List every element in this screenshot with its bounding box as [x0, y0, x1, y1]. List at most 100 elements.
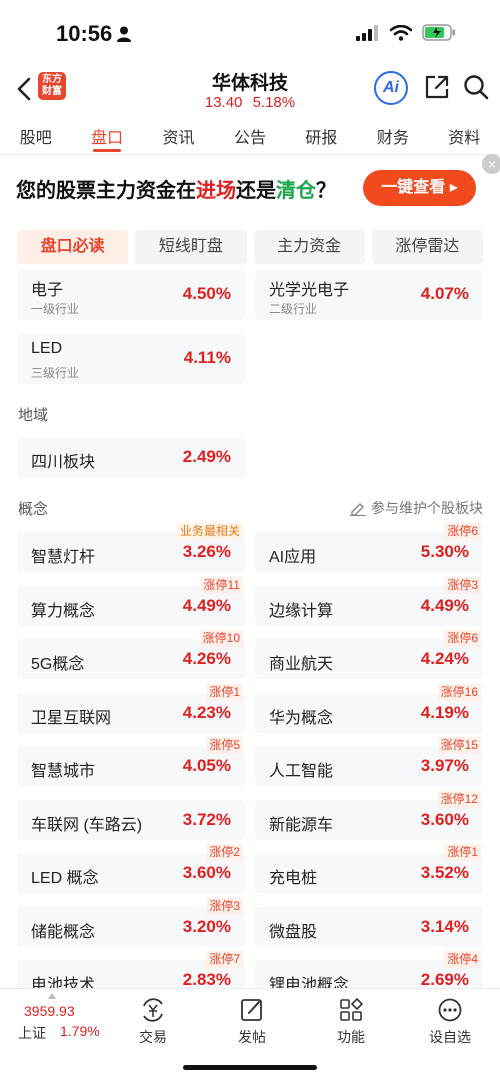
- limit-up-count-tag: 涨停6: [444, 523, 481, 540]
- region-label: 地域: [18, 407, 49, 424]
- most-relevant-tag: 业务最相关: [176, 523, 243, 540]
- concept-card[interactable]: 5G概念 4.26% 涨停10: [17, 630, 245, 679]
- industry-card[interactable]: 光学光电子 二级行业 4.07%: [255, 270, 483, 320]
- search-icon[interactable]: [463, 74, 489, 100]
- share-icon[interactable]: [424, 74, 450, 100]
- ai-button[interactable]: Ai: [374, 71, 408, 105]
- concept-label: 概念: [18, 501, 49, 518]
- concept-name: LED 概念: [31, 870, 99, 887]
- industry-card[interactable]: LED 三级行业 4.11%: [17, 334, 245, 384]
- concept-card[interactable]: 卫星互联网 4.23% 涨停1: [17, 684, 245, 733]
- limit-up-count-tag: 涨停6: [444, 630, 481, 647]
- limit-up-count-tag: 涨停15: [437, 737, 481, 754]
- concept-card[interactable]: 人工智能 3.97% 涨停15: [255, 737, 483, 786]
- region-card[interactable]: 四川板块 2.49%: [17, 438, 245, 478]
- more-dots-icon: [438, 998, 462, 1022]
- concept-change: 3.20%: [182, 917, 231, 936]
- concept-card[interactable]: 智慧灯杆 3.26% 业务最相关: [17, 523, 245, 572]
- concept-card[interactable]: 算力概念 4.49% 涨停11: [17, 577, 245, 626]
- concept-card[interactable]: LED 概念 3.60% 涨停2: [17, 844, 245, 893]
- limit-up-count-tag: 涨停2: [206, 844, 243, 861]
- concept-name: 锂电池概念: [269, 977, 350, 988]
- concept-name: 人工智能: [269, 763, 334, 780]
- maintain-sector-text: 参与维护个股板块: [371, 500, 483, 516]
- limit-up-count-tag: 涨停4: [444, 951, 481, 968]
- nav-watchlist[interactable]: 设自选: [420, 997, 480, 1047]
- industry-change: 4.50%: [182, 284, 231, 303]
- one-click-view-button[interactable]: 一键查看 ▸: [363, 170, 476, 206]
- concept-name: 充电桩: [269, 870, 318, 887]
- limit-up-count-tag: 涨停1: [444, 844, 481, 861]
- concept-card[interactable]: 微盘股 3.14%: [255, 907, 483, 947]
- industry-name: 光学光电子: [269, 282, 350, 299]
- banner-text: 您的股票主力资金在进场还是清仓？: [16, 180, 336, 202]
- nav-post[interactable]: 发帖: [222, 997, 282, 1047]
- tab-profile[interactable]: 资料: [448, 130, 481, 147]
- nav-trade[interactable]: 交易: [123, 997, 183, 1047]
- concept-card[interactable]: 新能源车 3.60% 涨停12: [255, 791, 483, 840]
- concept-card[interactable]: 智慧城市 4.05% 涨停5: [17, 737, 245, 786]
- industry-card[interactable]: 电子 一级行业 4.50%: [17, 270, 245, 320]
- concept-name: AI应用: [269, 549, 317, 566]
- concept-name: 卫星互联网: [31, 710, 112, 727]
- index-change[interactable]: 1.79%: [60, 1023, 100, 1039]
- concept-card[interactable]: 边缘计算 4.49% 涨停3: [255, 577, 483, 626]
- concept-card[interactable]: 车联网 (车路云) 3.72%: [17, 800, 245, 840]
- banner-close-icon[interactable]: ×: [482, 154, 500, 174]
- industry-change: 4.07%: [420, 284, 469, 303]
- concept-card[interactable]: 充电桩 3.52% 涨停1: [255, 844, 483, 893]
- subtab-main-funds[interactable]: 主力资金: [253, 230, 365, 264]
- concept-name: 5G概念: [31, 656, 85, 673]
- concept-change: 4.05%: [182, 756, 231, 775]
- limit-up-count-tag: 涨停12: [437, 791, 481, 808]
- concept-name: 储能概念: [31, 924, 96, 941]
- subtab-limit-up-radar[interactable]: 涨停雷达: [371, 230, 483, 264]
- index-name[interactable]: 上证: [18, 1025, 46, 1041]
- nav-functions[interactable]: 功能: [321, 997, 381, 1047]
- concept-name: 智慧城市: [31, 763, 96, 780]
- grid-functions-icon: [340, 997, 364, 1021]
- tab-pankou[interactable]: 盘口: [71, 118, 142, 154]
- concept-card[interactable]: 商业航天 4.24% 涨停6: [255, 630, 483, 679]
- subtab-short-term[interactable]: 短线盯盘: [135, 230, 247, 264]
- subtab-must-read[interactable]: 盘口必读: [17, 230, 129, 264]
- industry-level: 二级行业: [269, 302, 318, 316]
- maintain-sector-link[interactable]: 参与维护个股板块: [349, 498, 483, 518]
- status-bar: 10:56: [0, 0, 500, 62]
- nav-trade-label: 交易: [139, 1029, 167, 1045]
- tab-finance[interactable]: 财务: [376, 130, 409, 147]
- tab-guba[interactable]: 股吧: [19, 130, 52, 147]
- nav-watchlist-label: 设自选: [429, 1029, 471, 1045]
- concept-card[interactable]: 储能概念 3.20% 涨停3: [17, 898, 245, 947]
- content-scroll[interactable]: 电子 一级行业 4.50% 光学光电子 二级行业 4.07% LED 三级行业 …: [0, 270, 500, 988]
- concept-name: 微盘股: [269, 924, 318, 941]
- edit-post-icon: [241, 999, 262, 1021]
- concept-name: 算力概念: [31, 603, 96, 620]
- tab-research[interactable]: 研报: [305, 130, 338, 147]
- concept-name: 商业航天: [269, 656, 334, 673]
- stock-change-pct: 5.18%: [252, 94, 296, 111]
- index-value[interactable]: 3959.93: [24, 1003, 75, 1019]
- fund-flow-banner[interactable]: 您的股票主力资金在进场还是清仓？ 一键查看 ▸ ×: [0, 154, 500, 216]
- edit-icon: [350, 503, 366, 516]
- concept-card[interactable]: 锂电池概念 2.69% 涨停4: [255, 951, 483, 988]
- concept-name: 车联网 (车路云): [31, 817, 143, 834]
- back-arrow-icon[interactable]: [14, 76, 36, 102]
- tab-news[interactable]: 资讯: [162, 130, 195, 147]
- limit-up-count-tag: 涨停3: [444, 577, 481, 594]
- concept-change: 3.14%: [420, 917, 469, 936]
- concept-card[interactable]: 华为概念 4.19% 涨停16: [255, 684, 483, 733]
- divider: [0, 154, 500, 155]
- tab-announcements[interactable]: 公告: [233, 130, 266, 147]
- concept-change: 2.83%: [182, 970, 231, 988]
- signal-icon: [356, 24, 378, 41]
- concept-change: 5.30%: [420, 542, 469, 561]
- concept-change: 4.23%: [182, 703, 231, 722]
- concept-change: 3.97%: [420, 756, 469, 775]
- bottom-bar: 3959.93 上证 1.79% 交易 发帖 功能: [0, 988, 500, 1084]
- industry-name: 电子: [31, 282, 64, 299]
- concept-card[interactable]: 电池技术 2.83% 涨停7: [17, 951, 245, 988]
- nav-functions-label: 功能: [337, 1029, 365, 1045]
- concept-card[interactable]: AI应用 5.30% 涨停6: [255, 523, 483, 572]
